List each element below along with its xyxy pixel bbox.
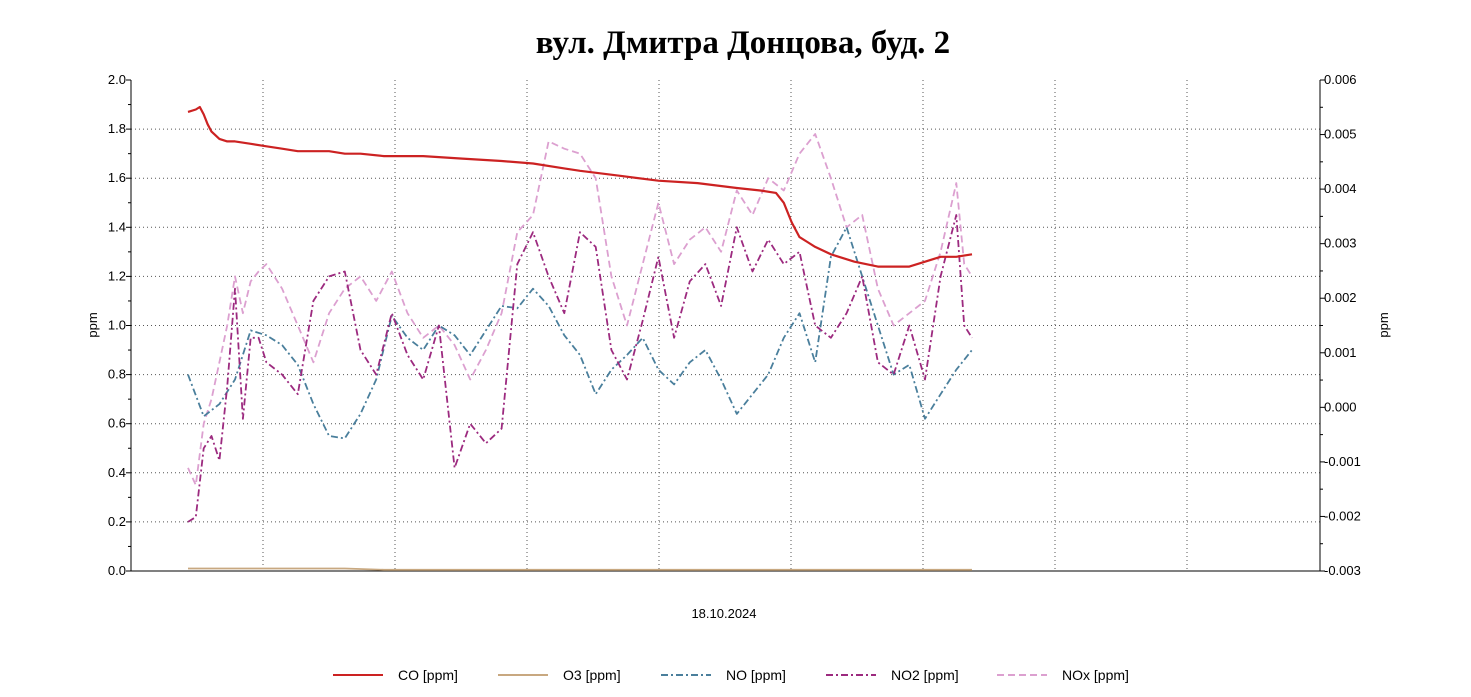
- legend-label: NO2 [ppm]: [891, 667, 959, 683]
- left-tick-label: 0.8: [108, 367, 126, 382]
- right-tick-label: 0.000: [1324, 399, 1357, 414]
- right-tick-label: 0.006: [1324, 72, 1357, 87]
- chart-title: вул. Дмитра Донцова, буд. 2: [536, 25, 950, 61]
- legend-label: NO [ppm]: [726, 667, 786, 683]
- left-tick-label: 1.4: [108, 219, 126, 234]
- left-tick-label: 0.4: [108, 465, 126, 480]
- legend-label: NOx [ppm]: [1062, 667, 1129, 683]
- right-tick-label: 0.005: [1324, 127, 1357, 142]
- right-axis: -0.003 -0.002 -0.001 0.000 0.001 0.002 0.003 0.…: [1320, 72, 1361, 578]
- left-tick-label: 1.2: [108, 268, 126, 283]
- right-tick-label: 0.001: [1324, 345, 1357, 360]
- left-tick-label: 1.0: [108, 318, 126, 333]
- legend: CO [ppm] O3 [ppm] NO [ppm] NO2 [ppm] NOx [pp…: [333, 667, 1129, 683]
- left-tick-label: 2.0: [108, 72, 126, 87]
- left-tick-label: 0.2: [108, 514, 126, 529]
- right-tick-label: 0.004: [1324, 181, 1357, 196]
- left-axis: 0.0 0.2 0.4 0.6 0.8 1.0 1.2 1.4 1.6 1.8 2.0: [108, 72, 131, 578]
- left-tick-label: 0.6: [108, 416, 126, 431]
- right-tick-label: -0.001: [1324, 454, 1361, 469]
- right-tick-label: -0.003: [1324, 563, 1361, 578]
- series-line-nox: [187, 133, 973, 487]
- series-line-o3: [188, 567, 972, 571]
- left-tick-label: 1.6: [108, 170, 126, 185]
- legend-label: O3 [ppm]: [563, 667, 621, 683]
- series-line-no: [187, 226, 973, 440]
- left-tick-label: 0.0: [108, 563, 126, 578]
- legend-label: CO [ppm]: [398, 667, 458, 683]
- right-tick-label: 0.003: [1324, 236, 1357, 251]
- x-axis-label: 18.10.2024: [691, 606, 756, 621]
- left-axis-label: ppm: [85, 312, 100, 337]
- series-line-co: [187, 105, 973, 268]
- right-axis-label: ppm: [1376, 312, 1391, 337]
- left-tick-label: 1.8: [108, 121, 126, 136]
- series-group: [187, 105, 973, 571]
- right-tick-label: 0.002: [1324, 290, 1357, 305]
- right-tick-label: -0.002: [1324, 508, 1361, 523]
